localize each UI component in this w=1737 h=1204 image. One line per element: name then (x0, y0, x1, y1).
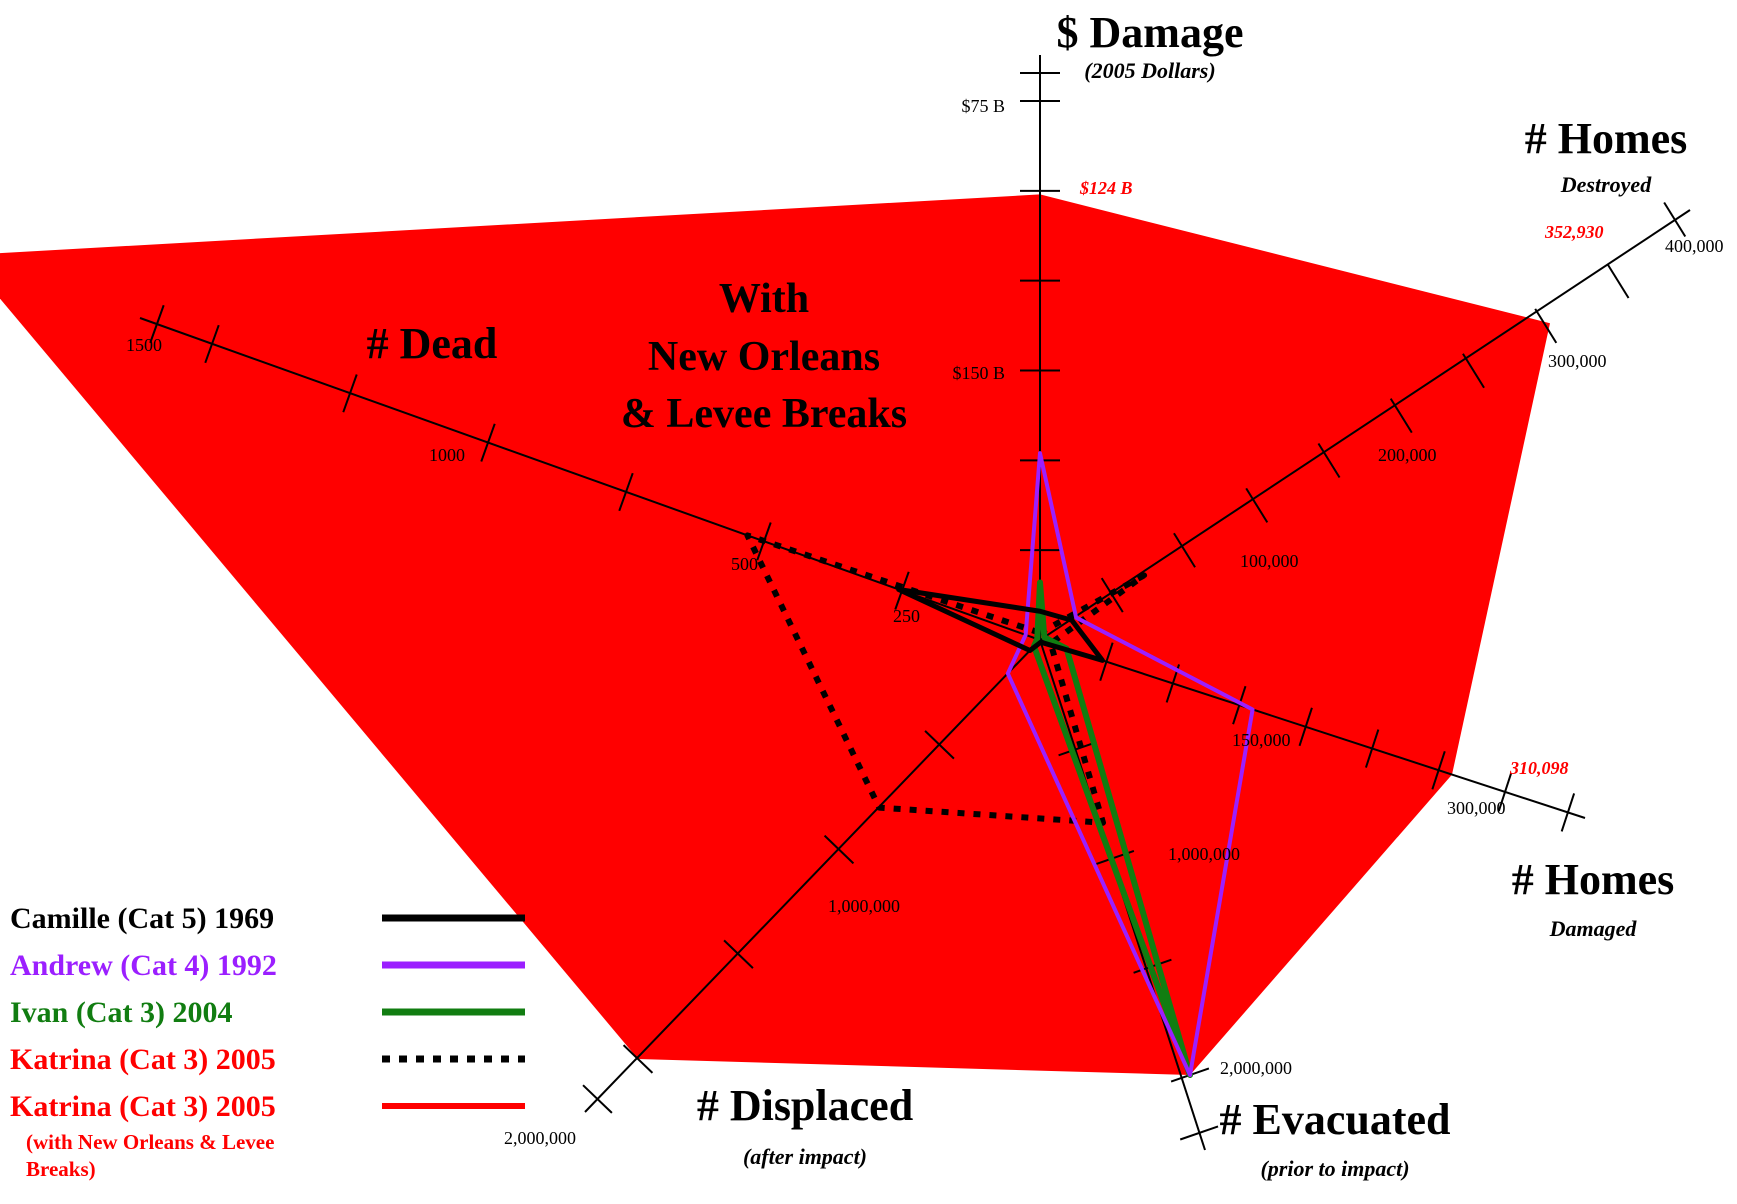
max-value-label-homes_destroyed: 352,930 (1544, 222, 1604, 242)
overlay-title-line: & Levee Breaks (621, 391, 907, 437)
axis-tick-dead (618, 472, 634, 512)
legend-label: Ivan (Cat 3) 2004 (10, 996, 233, 1029)
axis-end-mark-homes_destroyed (1663, 201, 1687, 238)
axis-end-label-displaced: 2,000,000 (504, 1128, 576, 1148)
axis-dead (139, 317, 1041, 641)
axis-tick-displaced (723, 939, 754, 969)
series-layer (744, 451, 1255, 1078)
legend-note: (with New Orleans & Levee (26, 1130, 274, 1154)
legend-note: Breaks) (26, 1157, 96, 1181)
tick-label-homes_destroyed: 200,000 (1378, 445, 1437, 465)
axis-end-label-dead: 1500 (126, 335, 162, 355)
axis-title-dead: # Dead (367, 319, 498, 368)
axis-tick-evacuated (1058, 741, 1097, 757)
axis-title-damage: $ Damage (1057, 8, 1244, 57)
axis-subtitle-homes_destroyed: Destroyed (1560, 172, 1652, 197)
axis-end-mark-homes_damaged (1560, 793, 1576, 832)
tick-label-evacuated: 2,000,000 (1220, 1058, 1292, 1078)
axis-end-mark-dead (149, 304, 165, 344)
axis-tick-homes_damaged (1497, 772, 1513, 812)
axis-end-mark-evacuated (1179, 1125, 1219, 1141)
series-line-andrew (1005, 451, 1255, 1077)
axis-subtitle-damage: (2005 Dollars) (1084, 58, 1215, 83)
tick-label-damage: $150 B (952, 363, 1005, 383)
series-katrina-levee-area (0, 194, 1550, 1075)
max-value-label-dead: Nearly 2000 (213, 275, 340, 302)
tick-label-displaced: 1,000,000 (828, 896, 900, 916)
axis-tick-displaced (823, 834, 855, 865)
legend-label: Andrew (Cat 4) 1992 (10, 949, 277, 982)
axis-tick-dead (342, 374, 358, 413)
tick-label-dead: 1000 (429, 445, 465, 465)
legend-label: Katrina (Cat 3) 2005 (10, 1090, 276, 1123)
overlay-title-line: New Orleans (648, 334, 880, 380)
axis-tick-displaced (622, 1044, 654, 1074)
series-line-katrina-dotted (744, 532, 1148, 826)
axis-end-label-homes_destroyed: 400,000 (1665, 236, 1724, 256)
axis-title-displaced: # Displaced (697, 1081, 913, 1130)
axis-tick-homes_damaged (1364, 729, 1380, 768)
axis-tick-homes_destroyed (1534, 308, 1558, 344)
axis-tick-dead (204, 324, 220, 364)
tick-label-homes_damaged: 150,000 (1232, 730, 1291, 750)
series-line-camille (896, 586, 1105, 663)
legend-label: Katrina (Cat 3) 2005 (10, 1043, 276, 1076)
axis-tick-homes_destroyed (1606, 263, 1630, 299)
max-value-label-damage: $124 B (1079, 178, 1133, 198)
max-value-label-homes_damaged: 310,098 (1509, 758, 1569, 778)
axis-tick-displaced (924, 730, 955, 760)
tick-label-dead: 500 (731, 554, 758, 574)
tick-label-homes_damaged: 300,000 (1447, 798, 1506, 818)
axis-end-mark-displaced (582, 1084, 613, 1114)
axis-tick-homes_damaged (1298, 707, 1313, 747)
axis-tick-homes_destroyed (1245, 487, 1269, 523)
axis-tick-homes_destroyed (1462, 353, 1485, 389)
legend: Camille (Cat 5) 1969 Andrew (Cat 4) 1992 I… (10, 902, 525, 1181)
axis-tick-homes_damaged (1099, 642, 1114, 682)
tick-label-damage: $75 B (961, 96, 1005, 116)
axis-subtitle-homes_damaged: Damaged (1549, 916, 1638, 941)
axis-tick-homes_damaged (1232, 685, 1247, 725)
axis-title-homes_destroyed: # Homes (1525, 114, 1688, 163)
tick-label-evacuated: 1,000,000 (1168, 844, 1240, 864)
axis-tick-dead (480, 423, 496, 462)
tick-label-dead: 250 (893, 606, 920, 626)
axis-tick-homes_destroyed (1389, 398, 1413, 434)
axis-title-homes_damaged: # Homes (1512, 855, 1675, 904)
fill-layer (0, 194, 1550, 1075)
axis-subtitle-displaced: (after impact) (743, 1144, 867, 1169)
axis-homes_destroyed (1039, 209, 1691, 641)
legend-label: Camille (Cat 5) 1969 (10, 902, 274, 935)
tick-label-homes_destroyed: 300,000 (1548, 351, 1607, 371)
axis-subtitle-evacuated: (prior to impact) (1260, 1156, 1409, 1181)
axis-title-evacuated: # Evacuated (1220, 1095, 1451, 1144)
axis-layer (139, 55, 1691, 1151)
label-layer: $75 B $150 B $124 B $ Damage(2005 Dollars) 1… (126, 8, 1724, 1181)
axis-tick-homes_damaged (1431, 750, 1446, 790)
axis-tick-homes_destroyed (1317, 442, 1341, 479)
axis-homes_damaged (1039, 639, 1586, 819)
axis-displaced (584, 639, 1041, 1113)
axis-tick-homes_destroyed (1173, 532, 1196, 568)
overlay-title-line: With (719, 276, 809, 322)
tick-label-homes_destroyed: 100,000 (1240, 551, 1299, 571)
